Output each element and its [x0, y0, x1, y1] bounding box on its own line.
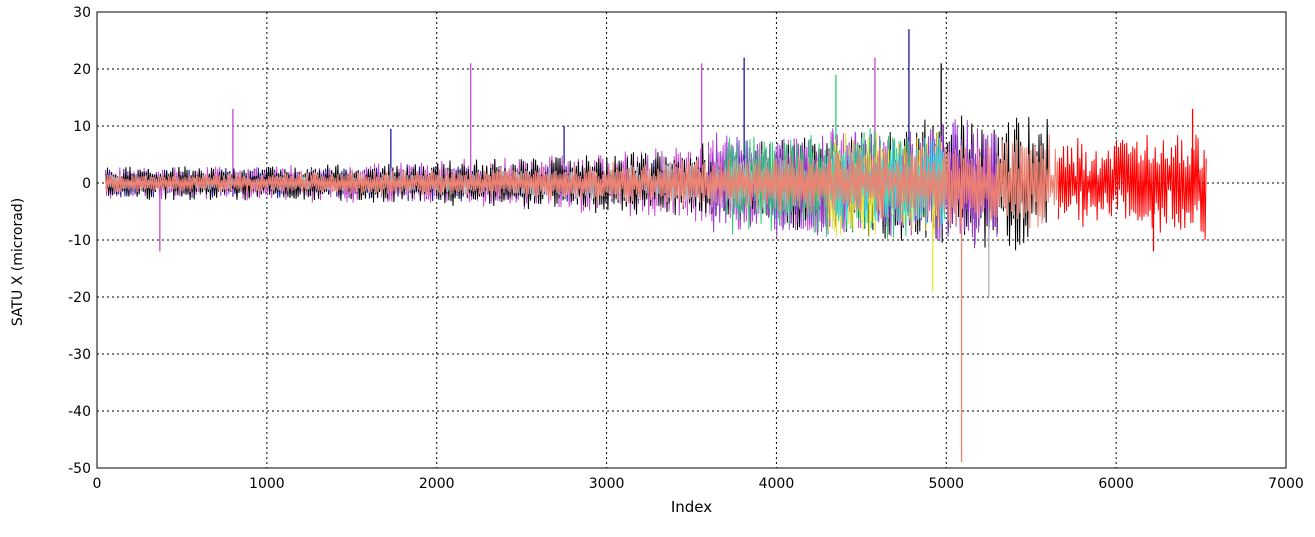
series-line-9 — [1057, 134, 1207, 240]
grid-lines — [97, 12, 1286, 468]
y-axis-label: SATU X (microrad) — [10, 198, 26, 326]
x-tick-label: 0 — [93, 476, 102, 492]
y-tick-label: -10 — [68, 233, 91, 249]
x-tick-label: 1000 — [249, 476, 285, 492]
y-tick-label: -30 — [68, 347, 91, 363]
x-tick-label: 3000 — [589, 476, 625, 492]
y-tick-label: -50 — [68, 461, 91, 477]
x-tick-label: 5000 — [928, 476, 964, 492]
x-tick-label: 6000 — [1098, 476, 1134, 492]
y-tick-label: 20 — [73, 62, 91, 78]
y-tick-label: 10 — [73, 119, 91, 135]
x-tick-label: 4000 — [759, 476, 795, 492]
plot-area-frame — [96, 11, 1287, 469]
y-tick-label: -20 — [68, 290, 91, 306]
y-tick-label: 30 — [73, 5, 91, 21]
series-line-8 — [105, 134, 1059, 229]
x-tick-label: 7000 — [1268, 476, 1304, 492]
y-tick-label: -40 — [68, 404, 91, 420]
x-tick-label: 2000 — [419, 476, 455, 492]
x-axis-label: Index — [671, 498, 712, 516]
series-group — [105, 29, 1207, 463]
axis-ticks: 0 1000 2000 3000 4000 5000 6000 7000 -50 -40 -30 -2… — [68, 5, 1304, 492]
y-tick-label: 0 — [82, 176, 91, 192]
